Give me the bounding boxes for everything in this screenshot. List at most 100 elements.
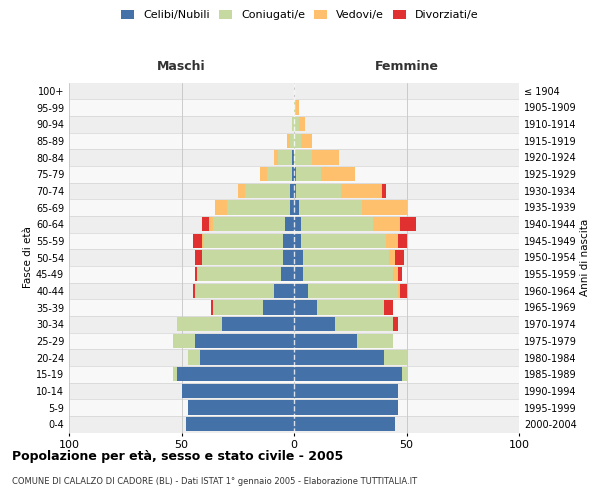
Bar: [294, 384, 398, 398]
Bar: [69, 382, 519, 399]
Bar: [292, 167, 294, 181]
Bar: [69, 166, 519, 182]
Bar: [202, 217, 209, 231]
Bar: [335, 317, 393, 331]
Bar: [69, 366, 519, 382]
Bar: [267, 167, 292, 181]
Bar: [294, 400, 398, 414]
Bar: [69, 216, 519, 232]
Bar: [294, 117, 299, 131]
Bar: [177, 367, 294, 381]
Bar: [69, 232, 519, 249]
Bar: [69, 266, 519, 282]
Bar: [195, 284, 274, 298]
Bar: [294, 217, 301, 231]
Bar: [193, 284, 195, 298]
Text: COMUNE DI CALALZO DI CADORE (BL) - Dati ISTAT 1° gennaio 2005 - Elaborazione TUT: COMUNE DI CALALZO DI CADORE (BL) - Dati …: [12, 478, 417, 486]
Bar: [294, 184, 296, 198]
Bar: [294, 367, 402, 381]
Y-axis label: Fasce di età: Fasce di età: [23, 226, 33, 288]
Bar: [188, 350, 199, 364]
Bar: [373, 217, 400, 231]
Bar: [389, 250, 395, 264]
Bar: [299, 117, 305, 131]
Bar: [274, 150, 278, 164]
Bar: [69, 316, 519, 332]
Bar: [69, 249, 519, 266]
Bar: [193, 234, 202, 248]
Bar: [393, 267, 398, 281]
Bar: [173, 367, 177, 381]
Bar: [393, 317, 398, 331]
Bar: [294, 234, 301, 248]
Text: Maschi: Maschi: [157, 60, 206, 72]
Bar: [245, 184, 290, 198]
Bar: [296, 184, 341, 198]
Bar: [308, 284, 398, 298]
Bar: [287, 134, 290, 148]
Bar: [69, 182, 519, 199]
Bar: [213, 217, 285, 231]
Bar: [222, 317, 294, 331]
Bar: [177, 317, 222, 331]
Bar: [69, 332, 519, 349]
Text: Popolazione per età, sesso e stato civile - 2005: Popolazione per età, sesso e stato civil…: [12, 450, 343, 463]
Bar: [294, 350, 384, 364]
Bar: [195, 250, 202, 264]
Bar: [398, 284, 400, 298]
Bar: [294, 150, 312, 164]
Bar: [292, 150, 294, 164]
Bar: [382, 184, 386, 198]
Bar: [69, 82, 519, 99]
Bar: [69, 116, 519, 132]
Bar: [281, 267, 294, 281]
Bar: [294, 100, 296, 114]
Bar: [283, 250, 294, 264]
Bar: [69, 199, 519, 216]
Bar: [202, 250, 283, 264]
Bar: [260, 167, 267, 181]
Bar: [69, 416, 519, 432]
Bar: [303, 250, 389, 264]
Bar: [69, 99, 519, 116]
Bar: [69, 299, 519, 316]
Bar: [186, 417, 294, 431]
Bar: [317, 300, 384, 314]
Bar: [400, 217, 415, 231]
Bar: [294, 317, 335, 331]
Bar: [202, 234, 204, 248]
Bar: [294, 200, 299, 214]
Bar: [294, 417, 395, 431]
Bar: [301, 217, 373, 231]
Bar: [182, 384, 294, 398]
Bar: [341, 184, 382, 198]
Bar: [213, 300, 263, 314]
Bar: [299, 200, 361, 214]
Bar: [386, 234, 398, 248]
Bar: [294, 300, 317, 314]
Y-axis label: Anni di nascita: Anni di nascita: [580, 219, 590, 296]
Bar: [283, 234, 294, 248]
Bar: [197, 267, 281, 281]
Bar: [296, 167, 321, 181]
Bar: [69, 399, 519, 416]
Bar: [294, 167, 296, 181]
Bar: [188, 400, 294, 414]
Bar: [296, 100, 299, 114]
Bar: [294, 284, 308, 298]
Bar: [301, 234, 386, 248]
Bar: [384, 300, 393, 314]
Bar: [69, 132, 519, 149]
Bar: [292, 117, 294, 131]
Bar: [199, 350, 294, 364]
Bar: [195, 334, 294, 348]
Bar: [290, 200, 294, 214]
Bar: [321, 167, 355, 181]
Text: Femmine: Femmine: [374, 60, 439, 72]
Bar: [402, 367, 407, 381]
Bar: [215, 200, 227, 214]
Bar: [195, 267, 197, 281]
Bar: [384, 350, 407, 364]
Bar: [294, 250, 303, 264]
Bar: [278, 150, 292, 164]
